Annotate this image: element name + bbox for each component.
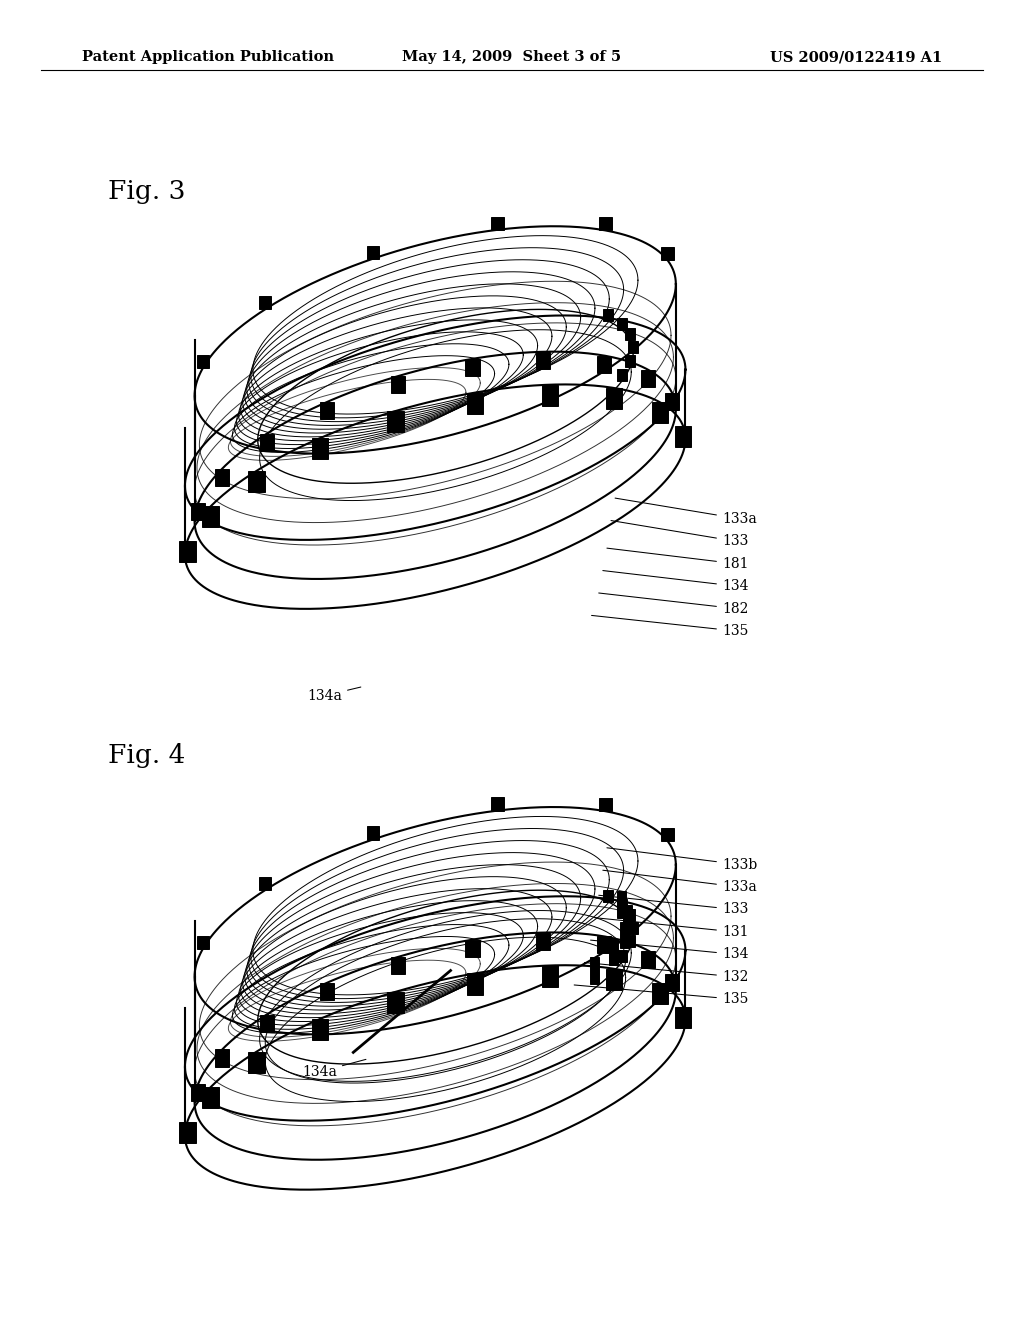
Bar — [626, 329, 636, 341]
Bar — [387, 411, 403, 432]
Text: Fig. 3: Fig. 3 — [108, 180, 185, 203]
Bar — [641, 950, 655, 968]
Text: 134a: 134a — [302, 1060, 366, 1078]
Text: 182: 182 — [599, 593, 749, 615]
Bar — [641, 370, 655, 387]
Text: Patent Application Publication: Patent Application Publication — [82, 50, 334, 65]
Bar — [312, 438, 329, 459]
Text: 133b: 133b — [607, 847, 757, 871]
Bar — [675, 1007, 691, 1028]
Bar — [665, 393, 679, 411]
Bar — [616, 370, 627, 381]
Text: 135: 135 — [592, 615, 749, 638]
Bar — [616, 899, 627, 911]
Bar — [179, 1122, 196, 1143]
Bar — [259, 876, 271, 890]
Text: 133: 133 — [599, 895, 749, 916]
Bar — [467, 392, 483, 413]
Bar — [628, 341, 638, 352]
Bar — [321, 982, 335, 999]
Bar — [492, 797, 504, 810]
Bar — [197, 936, 209, 949]
Bar — [662, 828, 674, 841]
Bar — [259, 434, 273, 451]
Bar — [665, 974, 679, 991]
Bar — [542, 965, 558, 986]
Bar — [616, 950, 627, 962]
Bar — [387, 991, 403, 1012]
Bar — [467, 973, 483, 994]
Bar — [675, 426, 691, 447]
Text: 133: 133 — [611, 520, 749, 548]
Bar — [465, 359, 479, 376]
Bar — [597, 936, 611, 953]
Bar — [536, 351, 550, 368]
Bar — [492, 216, 504, 230]
Text: 134: 134 — [603, 570, 749, 593]
Bar — [628, 921, 638, 933]
Text: 133a: 133a — [603, 870, 757, 894]
Bar — [391, 957, 406, 974]
Bar — [367, 246, 379, 259]
Bar — [249, 1052, 265, 1073]
Bar — [191, 1084, 206, 1101]
Bar — [536, 932, 550, 949]
Bar — [605, 969, 622, 990]
Bar — [367, 826, 379, 840]
Bar — [605, 388, 622, 409]
Bar — [179, 541, 196, 562]
Bar — [662, 247, 674, 260]
Bar — [249, 471, 265, 492]
Bar — [465, 940, 479, 957]
Bar — [599, 218, 611, 231]
Bar — [590, 957, 599, 983]
Bar — [597, 355, 611, 372]
Bar — [203, 1088, 219, 1109]
Bar — [616, 891, 626, 917]
Bar — [609, 939, 618, 965]
Bar — [626, 909, 636, 921]
Text: US 2009/0122419 A1: US 2009/0122419 A1 — [770, 50, 942, 65]
Bar — [651, 403, 668, 424]
Text: 135: 135 — [574, 985, 749, 1006]
Text: 133a: 133a — [615, 498, 757, 525]
Text: 181: 181 — [607, 548, 749, 570]
Bar — [215, 1049, 229, 1067]
Bar — [312, 1019, 329, 1040]
Bar — [203, 507, 219, 528]
Bar — [623, 906, 632, 932]
Bar — [321, 401, 335, 418]
Bar — [626, 355, 636, 367]
Bar — [616, 318, 627, 330]
Text: Fig. 4: Fig. 4 — [108, 743, 185, 767]
Bar — [215, 469, 229, 486]
Bar — [391, 376, 406, 393]
Bar — [621, 921, 630, 948]
Bar — [626, 936, 636, 948]
Text: 134: 134 — [591, 940, 749, 961]
Text: 131: 131 — [595, 917, 749, 939]
Bar — [603, 309, 613, 321]
Bar — [259, 296, 271, 309]
Bar — [599, 799, 611, 812]
Text: 134a: 134a — [307, 686, 360, 702]
Bar — [651, 983, 668, 1005]
Bar — [542, 384, 558, 405]
Bar — [197, 355, 209, 368]
Text: May 14, 2009  Sheet 3 of 5: May 14, 2009 Sheet 3 of 5 — [402, 50, 622, 65]
Bar — [259, 1015, 273, 1032]
Bar — [603, 890, 613, 902]
Text: 132: 132 — [585, 962, 749, 983]
Bar — [191, 503, 206, 520]
